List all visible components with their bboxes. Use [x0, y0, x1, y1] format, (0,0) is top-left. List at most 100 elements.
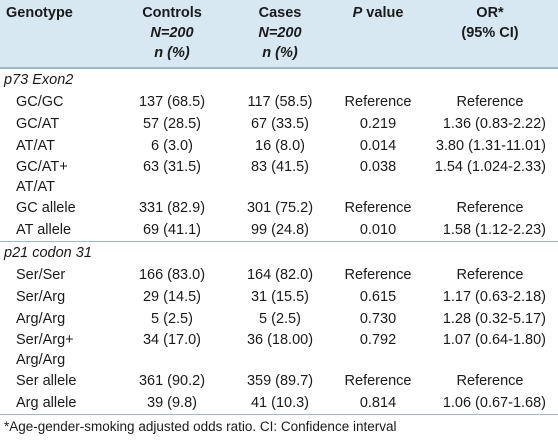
- table-body: p73 Exon2 GC/GC 137 (68.5) 117 (58.5) Re…: [0, 67, 558, 415]
- cell-genotype: AT/AT: [16, 138, 55, 154]
- header-cases: Cases N=200 n (%): [226, 0, 334, 68]
- empty-cell: [334, 350, 422, 370]
- table-row-continuation: Arg/Arg: [0, 350, 558, 370]
- cell-cases: 5 (2.5): [259, 311, 301, 327]
- cell-controls: 34 (17.0): [142, 332, 202, 348]
- empty-cell: [422, 350, 558, 370]
- cell-or: 1.17 (0.63-2.18): [442, 289, 546, 305]
- header-controls-title: Controls: [142, 5, 202, 21]
- cell-genotype-continuation: Arg/Arg: [16, 352, 66, 368]
- cell-cases: 164 (82.0): [246, 267, 314, 283]
- table-row: Arg/Arg 5 (2.5) 5 (2.5) 0.730 1.28 (0.32…: [0, 308, 558, 330]
- cell-genotype: Ser/Arg+: [16, 332, 74, 348]
- cell-p-value: 0.792: [359, 332, 397, 348]
- cell-controls: 166 (83.0): [138, 267, 206, 283]
- cell-genotype: Arg/Arg: [16, 311, 66, 327]
- cell-genotype: Ser/Ser: [16, 267, 66, 283]
- header-row: Genotype Controls N=200 n (%) Cases N=20…: [0, 0, 558, 68]
- cell-or: Reference: [456, 200, 524, 216]
- cell-or: 1.06 (0.67-1.68): [422, 392, 558, 415]
- header-cases-n: N=200: [258, 25, 302, 41]
- empty-cell: [118, 177, 226, 197]
- cell-p-value: 0.219: [359, 116, 397, 132]
- cell-controls: 69 (41.1): [142, 222, 202, 238]
- table-header: Genotype Controls N=200 n (%) Cases N=20…: [0, 0, 558, 68]
- header-p-value: P value: [334, 0, 422, 68]
- cell-genotype: GC/AT: [16, 116, 60, 132]
- cell-p-value: 0.730: [359, 311, 397, 327]
- cell-or: 1.54 (1.024-2.33): [434, 159, 546, 175]
- cell-controls: 6 (3.0): [151, 138, 193, 154]
- header-cases-title: Cases: [258, 5, 302, 21]
- empty-cell: [422, 177, 558, 197]
- cell-genotype: Ser/Arg: [16, 289, 66, 305]
- cell-controls: 57 (28.5): [142, 116, 202, 132]
- cell-controls: 39 (9.8): [118, 392, 226, 415]
- header-or-title: OR*: [476, 5, 504, 21]
- table-row: GC/GC 137 (68.5) 117 (58.5) Reference Re…: [0, 91, 558, 113]
- cell-cases: 31 (15.5): [250, 289, 310, 305]
- section-title: p21 codon 31: [0, 241, 558, 264]
- cell-cases: 117 (58.5): [247, 94, 313, 110]
- table-row: Arg allele 39 (9.8) 41 (10.3) 0.814 1.06…: [0, 392, 558, 415]
- header-controls-pct-label: n (%): [154, 45, 190, 61]
- header-cases-pct-label: n (%): [262, 45, 298, 61]
- genotype-table-container: Genotype Controls N=200 n (%) Cases N=20…: [0, 0, 558, 415]
- cell-genotype: Ser allele: [16, 373, 77, 389]
- cell-controls: 29 (14.5): [142, 289, 202, 305]
- cell-p-value: Reference: [344, 94, 412, 110]
- cell-controls: 361 (90.2): [138, 373, 206, 389]
- cell-p-value: 0.010: [359, 222, 397, 238]
- cell-cases: 99 (24.8): [250, 222, 310, 238]
- cell-controls: 63 (31.5): [142, 159, 202, 175]
- cell-cases: 301 (75.2): [246, 200, 314, 216]
- section-header-p21: p21 codon 31: [0, 241, 558, 264]
- table-row: GC/AT+ 63 (31.5) 83 (41.5) 0.038 1.54 (1…: [0, 157, 558, 177]
- table-row: Ser/Arg+ 34 (17.0) 36 (18.00) 0.792 1.07…: [0, 330, 558, 350]
- section-title: p73 Exon2: [0, 67, 558, 91]
- cell-or: 1.28 (0.32-5.17): [442, 311, 546, 327]
- cell-cases: 36 (18.00): [246, 332, 314, 348]
- cell-or: Reference: [456, 373, 524, 389]
- header-genotype-label: Genotype: [6, 5, 73, 21]
- empty-cell: [226, 350, 334, 370]
- header-p-letter: P: [352, 5, 363, 21]
- empty-cell: [226, 177, 334, 197]
- cell-p-value: 0.038: [359, 159, 397, 175]
- cell-p-value: Reference: [344, 200, 412, 216]
- cell-or: 1.58 (1.12-2.23): [442, 222, 546, 238]
- table-row: AT allele 69 (41.1) 99 (24.8) 0.010 1.58…: [0, 219, 558, 242]
- cell-p-value: 0.615: [359, 289, 397, 305]
- header-controls-pct: n (%): [122, 43, 222, 63]
- cell-p-value: 0.014: [359, 138, 397, 154]
- table-row: GC/AT 57 (28.5) 67 (33.5) 0.219 1.36 (0.…: [0, 113, 558, 135]
- cell-genotype: GC/GC: [16, 94, 64, 110]
- header-or: OR* (95% CI): [422, 0, 558, 68]
- cell-p-value: 0.814: [334, 392, 422, 415]
- header-p-word: value: [362, 5, 404, 21]
- empty-cell: [118, 350, 226, 370]
- cell-genotype-continuation: AT/AT: [16, 179, 55, 195]
- table-row-continuation: AT/AT: [0, 177, 558, 197]
- table-row: Ser allele 361 (90.2) 359 (89.7) Referen…: [0, 370, 558, 392]
- table-row: AT/AT 6 (3.0) 16 (8.0) 0.014 3.80 (1.31-…: [0, 135, 558, 157]
- cell-controls: 5 (2.5): [151, 311, 193, 327]
- cell-genotype: GC/AT+: [16, 159, 68, 175]
- header-genotype: Genotype: [0, 0, 118, 68]
- cell-or: 1.07 (0.64-1.80): [442, 332, 546, 348]
- cell-cases: 41 (10.3): [226, 392, 334, 415]
- table-row: Ser/Arg 29 (14.5) 31 (15.5) 0.615 1.17 (…: [0, 286, 558, 308]
- table-row: GC allele 331 (82.9) 301 (75.2) Referenc…: [0, 197, 558, 219]
- table-row: Ser/Ser 166 (83.0) 164 (82.0) Reference …: [0, 264, 558, 286]
- cell-cases: 359 (89.7): [246, 373, 314, 389]
- header-or-ci: (95% CI): [461, 25, 519, 41]
- cell-genotype: AT allele: [16, 222, 72, 238]
- section-header-p73: p73 Exon2: [0, 67, 558, 91]
- cell-or: 1.36 (0.83-2.22): [442, 116, 546, 132]
- table-footnote: *Age-gender-smoking adjusted odds ratio.…: [4, 419, 397, 434]
- genotype-table: Genotype Controls N=200 n (%) Cases N=20…: [0, 0, 558, 415]
- cell-or: Reference: [456, 267, 524, 283]
- empty-cell: [334, 177, 422, 197]
- cell-controls: 331 (82.9): [138, 200, 206, 216]
- cell-genotype: GC allele: [16, 200, 76, 216]
